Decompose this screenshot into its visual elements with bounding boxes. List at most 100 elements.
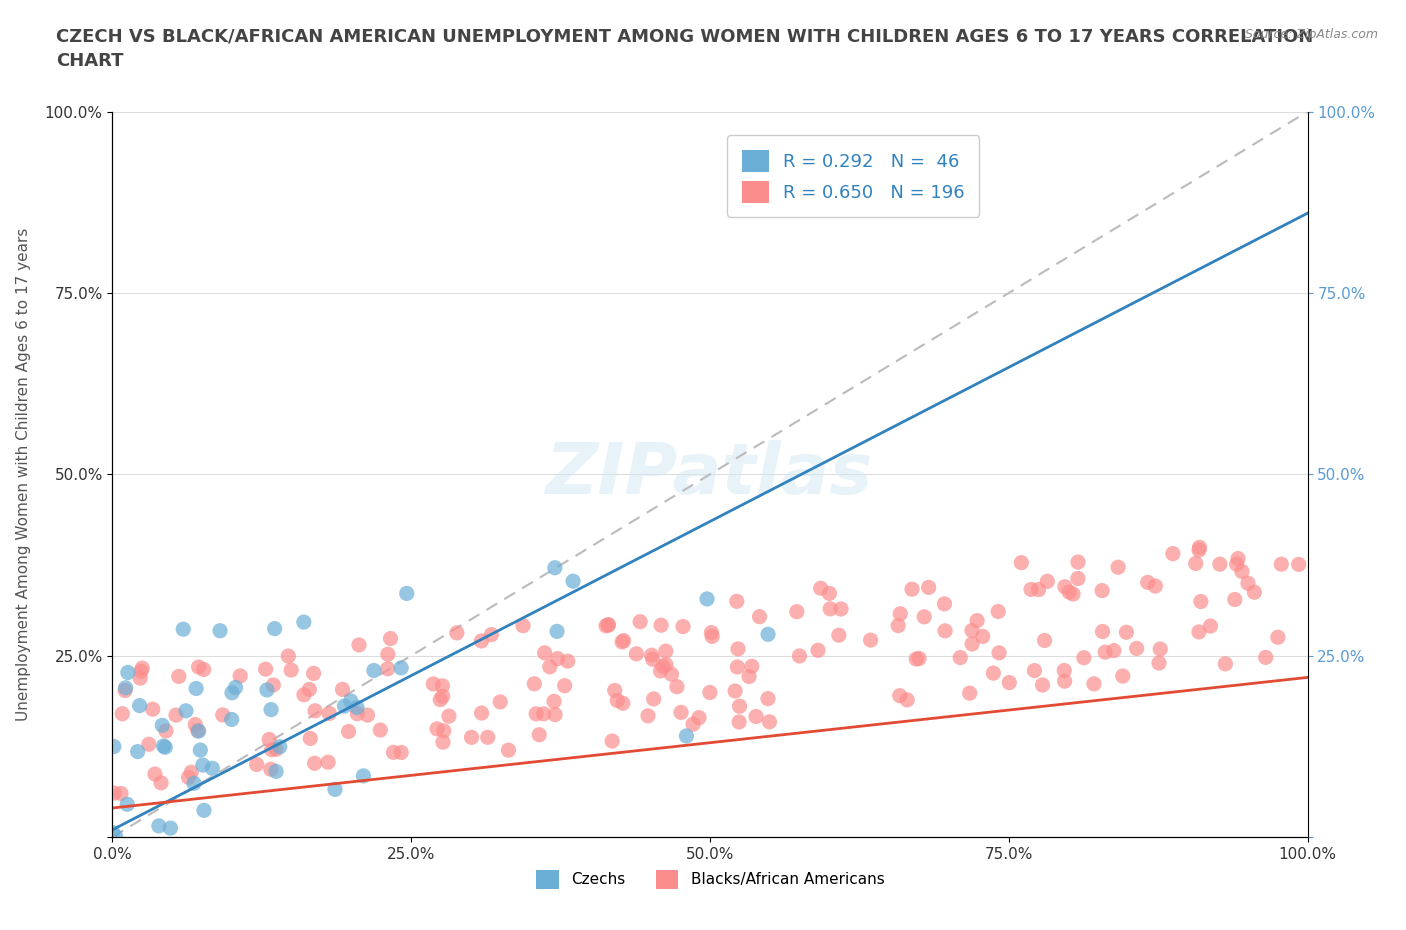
Point xyxy=(756,627,779,642)
Point xyxy=(741,658,763,673)
Point xyxy=(280,662,302,677)
Point xyxy=(628,614,651,629)
Point xyxy=(756,691,779,706)
Point xyxy=(557,654,579,669)
Point xyxy=(529,727,551,742)
Point xyxy=(786,604,808,619)
Point xyxy=(159,820,181,835)
Point xyxy=(966,613,988,628)
Point xyxy=(103,739,125,754)
Point xyxy=(138,737,160,751)
Point xyxy=(598,618,620,632)
Point xyxy=(167,669,190,684)
Point xyxy=(830,602,852,617)
Point xyxy=(347,637,370,652)
Point xyxy=(595,618,617,633)
Point xyxy=(111,706,134,721)
Point xyxy=(346,700,368,715)
Point xyxy=(187,724,209,738)
Point xyxy=(905,652,928,667)
Point xyxy=(257,732,280,747)
Point xyxy=(610,634,633,649)
Point xyxy=(1136,575,1159,590)
Point xyxy=(498,743,520,758)
Point xyxy=(1067,571,1090,586)
Point xyxy=(643,691,665,706)
Point xyxy=(148,818,170,833)
Point xyxy=(368,723,391,737)
Point xyxy=(389,745,412,760)
Point xyxy=(432,689,454,704)
Point xyxy=(1083,676,1105,691)
Point xyxy=(912,609,935,624)
Point xyxy=(1227,551,1250,566)
Point xyxy=(672,619,695,634)
Point xyxy=(1161,546,1184,561)
Point xyxy=(959,685,981,700)
Point xyxy=(1031,678,1053,693)
Point xyxy=(652,658,675,673)
Point xyxy=(260,742,283,757)
Point xyxy=(641,652,664,667)
Point xyxy=(183,776,205,790)
Point xyxy=(246,757,269,772)
Y-axis label: Unemployment Among Women with Children Ages 6 to 17 years: Unemployment Among Women with Children A… xyxy=(15,228,31,721)
Point xyxy=(626,646,648,661)
Point xyxy=(727,642,749,657)
Point xyxy=(489,695,512,710)
Point xyxy=(432,735,454,750)
Point xyxy=(389,660,412,675)
Point xyxy=(1226,557,1249,572)
Point xyxy=(229,669,252,684)
Point xyxy=(1270,557,1292,572)
Point xyxy=(934,596,956,611)
Point xyxy=(187,724,209,738)
Point xyxy=(260,702,283,717)
Point xyxy=(1237,576,1260,591)
Point xyxy=(1147,656,1170,671)
Point xyxy=(988,645,1011,660)
Point xyxy=(1091,624,1114,639)
Point xyxy=(896,693,918,708)
Point xyxy=(142,702,165,717)
Point xyxy=(1189,594,1212,609)
Point xyxy=(254,661,277,676)
Point xyxy=(382,745,405,760)
Point xyxy=(1230,564,1253,578)
Point xyxy=(637,709,659,724)
Point xyxy=(429,692,451,707)
Point xyxy=(728,714,751,729)
Point xyxy=(426,722,449,737)
Point xyxy=(316,755,339,770)
Point xyxy=(696,591,718,606)
Point xyxy=(264,764,287,778)
Point xyxy=(745,709,768,724)
Point xyxy=(1033,633,1056,648)
Point xyxy=(1125,641,1147,656)
Point xyxy=(908,651,931,666)
Point xyxy=(174,703,197,718)
Point xyxy=(1019,582,1042,597)
Point xyxy=(1024,663,1046,678)
Point xyxy=(675,728,697,743)
Point xyxy=(115,797,138,812)
Point xyxy=(1010,555,1032,570)
Point xyxy=(512,618,534,633)
Point xyxy=(1028,582,1050,597)
Point xyxy=(655,644,678,658)
Point xyxy=(304,703,326,718)
Point xyxy=(538,659,561,674)
Point xyxy=(346,706,368,721)
Point xyxy=(725,594,748,609)
Point xyxy=(1053,673,1076,688)
Point xyxy=(547,651,569,666)
Point xyxy=(437,709,460,724)
Point xyxy=(1073,650,1095,665)
Point xyxy=(318,706,340,721)
Point xyxy=(972,629,994,644)
Point xyxy=(143,766,166,781)
Point xyxy=(661,667,683,682)
Point xyxy=(298,682,321,697)
Point xyxy=(533,645,555,660)
Point xyxy=(546,624,568,639)
